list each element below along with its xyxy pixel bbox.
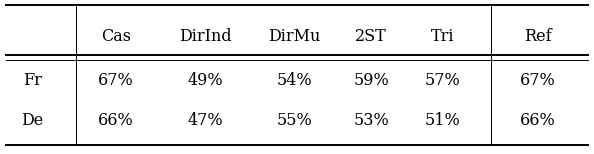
Text: 67%: 67% xyxy=(520,72,555,89)
Text: 47%: 47% xyxy=(187,112,223,129)
Text: 57%: 57% xyxy=(425,72,460,89)
Text: 51%: 51% xyxy=(425,112,460,129)
Text: De: De xyxy=(21,112,44,129)
Text: 2ST: 2ST xyxy=(355,28,387,45)
Text: 67%: 67% xyxy=(98,72,134,89)
Text: 54%: 54% xyxy=(276,72,312,89)
Text: 59%: 59% xyxy=(353,72,389,89)
Text: 53%: 53% xyxy=(353,112,389,129)
Text: DirInd: DirInd xyxy=(179,28,231,45)
Text: 55%: 55% xyxy=(276,112,312,129)
Text: 66%: 66% xyxy=(98,112,134,129)
Text: Tri: Tri xyxy=(431,28,454,45)
Text: Fr: Fr xyxy=(23,72,42,89)
Text: Ref: Ref xyxy=(524,28,551,45)
Text: 66%: 66% xyxy=(520,112,555,129)
Text: 49%: 49% xyxy=(187,72,223,89)
Text: DirMu: DirMu xyxy=(268,28,320,45)
Text: Cas: Cas xyxy=(101,28,131,45)
